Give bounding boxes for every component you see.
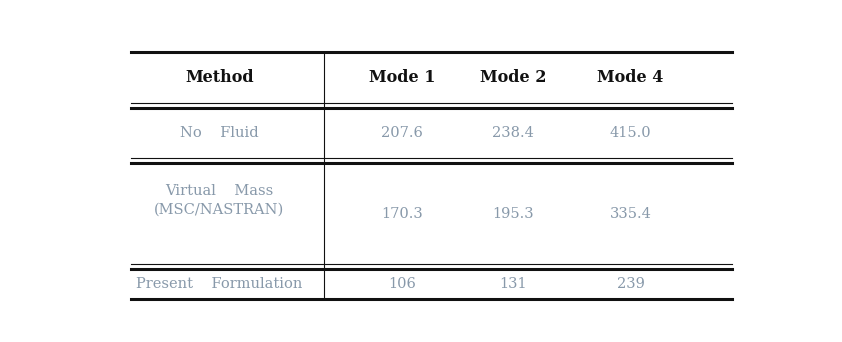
Text: Mode 4: Mode 4 — [597, 69, 663, 86]
Text: No    Fluid: No Fluid — [180, 126, 258, 140]
Text: Method: Method — [185, 69, 253, 86]
Text: 131: 131 — [499, 277, 527, 291]
Text: Mode 1: Mode 1 — [369, 69, 435, 86]
Text: Mode 2: Mode 2 — [480, 69, 546, 86]
Text: 239: 239 — [616, 277, 644, 291]
Text: Present    Formulation: Present Formulation — [136, 277, 302, 291]
Text: 106: 106 — [388, 277, 416, 291]
Text: 195.3: 195.3 — [493, 207, 534, 221]
Text: 207.6: 207.6 — [381, 126, 423, 140]
Text: 415.0: 415.0 — [610, 126, 652, 140]
Text: 335.4: 335.4 — [610, 207, 652, 221]
Text: 238.4: 238.4 — [493, 126, 534, 140]
Text: Virtual    Mass
(MSC/NASTRAN): Virtual Mass (MSC/NASTRAN) — [154, 184, 285, 217]
Text: 170.3: 170.3 — [381, 207, 423, 221]
